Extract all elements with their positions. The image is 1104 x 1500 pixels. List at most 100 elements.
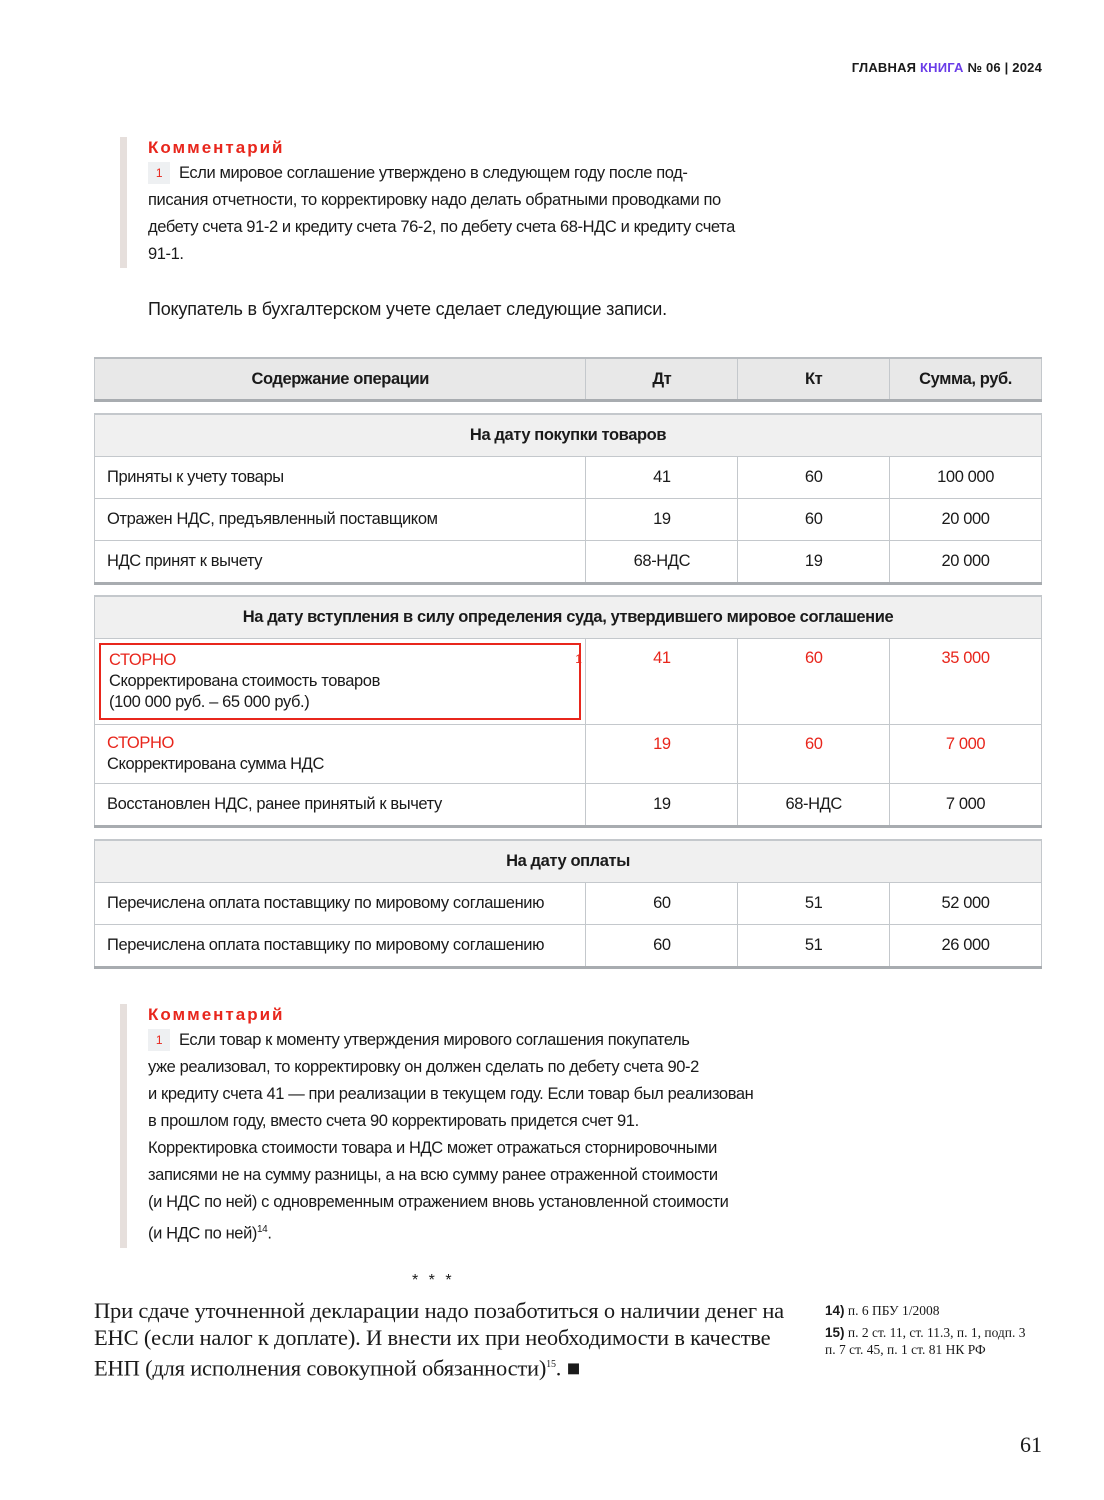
operation-cell: НДС принят к вычету — [93, 540, 587, 584]
comment-title: Комментарий — [148, 1005, 285, 1024]
table-section: На дату покупки товаров Приняты к учету т… — [93, 413, 1042, 585]
footnotes: 14) п. 6 ПБУ 1/2008 15) п. 2 ст. 11, ст.… — [825, 1302, 1035, 1358]
footnote-number: 14) — [825, 1303, 845, 1318]
operation-text: Скорректирована сумма НДС — [107, 755, 324, 773]
comment-line: записями не на сумму разницы, а на всю с… — [148, 1162, 788, 1189]
operation-text-detail: (100 000 руб. – 65 000 руб.) — [109, 693, 310, 711]
credit-cell: 60 — [737, 638, 891, 725]
footnote-ref: 14 — [256, 1224, 268, 1235]
comment-title: Комментарий — [148, 138, 285, 157]
sum-cell: 100 000 — [889, 456, 1042, 499]
comment-line: (и НДС по ней) с одновременным отражение… — [148, 1189, 788, 1216]
column-header-operation: Содержание операции — [93, 357, 587, 401]
credit-cell: 60 — [737, 498, 891, 541]
comment-line: уже реализовал, то корректировку он долж… — [148, 1054, 788, 1081]
comment-line: и кредиту счета 41 — при реализации в те… — [148, 1081, 788, 1108]
operation-cell: СТОРНО Скорректирована стоимость товаров (… — [93, 638, 587, 725]
footnote-15: 15) п. 2 ст. 11, ст. 11.3, п. 1, подп. 3… — [825, 1324, 1035, 1358]
credit-cell: 60 — [737, 456, 891, 499]
sum-cell: 52 000 — [889, 882, 1042, 925]
table-section: На дату оплаты Перечислена оплата поставщ… — [93, 839, 1042, 969]
comment-line-text: (и НДС по ней) — [148, 1224, 257, 1243]
section-title: На дату вступления в силу определения су… — [94, 595, 1042, 639]
debit-cell: 60 — [585, 924, 739, 968]
comment-body: Если мировое соглашение утверждено в сле… — [148, 164, 735, 263]
comment-line-text: уже реализовал, то корректировку он долж… — [148, 1058, 699, 1076]
comment-line: (и НДС по ней)14. — [148, 1224, 272, 1243]
masthead-title-accent: КНИГА — [920, 60, 964, 75]
credit-cell: 60 — [737, 724, 891, 784]
comment-line-text: Корректировка стоимости товара и НДС мож… — [148, 1139, 717, 1157]
table-row: СТОРНО Скорректирована сумма НДС 19 60 7 … — [93, 724, 1042, 784]
operation-cell: Отражен НДС, предъявленный поставщиком — [93, 498, 587, 541]
sum-cell: 7 000 — [889, 724, 1042, 784]
sum-cell: 7 000 — [889, 783, 1042, 827]
footnote-ref: 15 — [546, 1359, 556, 1370]
footnote-14: 14) п. 6 ПБУ 1/2008 — [825, 1302, 1035, 1319]
table-row: СТОРНО Скорректирована стоимость товаров (… — [93, 638, 1042, 725]
section-title: На дату покупки товаров — [94, 413, 1042, 457]
column-header-sum: Сумма, руб. — [889, 357, 1042, 401]
operation-cell: Восстановлен НДС, ранее принятый к вычет… — [93, 783, 587, 827]
footnote-number: 15) — [825, 1325, 845, 1340]
operation-cell: СТОРНО Скорректирована сумма НДС — [93, 724, 587, 784]
masthead-title: ГЛАВНАЯ — [851, 60, 917, 75]
column-header-debit: Дт — [585, 357, 739, 401]
debit-cell: 41 — [585, 456, 739, 499]
operation-text: Скорректирована стоимость товаров — [109, 672, 380, 690]
comment-line-text: записями не на сумму разницы, а на всю с… — [148, 1166, 718, 1184]
comment-number-badge: 1 — [148, 1029, 170, 1051]
masthead-issue: № 06 | 2024 — [967, 60, 1042, 75]
table-section: На дату вступления в силу определения су… — [93, 595, 1042, 828]
table-row: НДС принят к вычету 68-НДС 19 20 000 — [93, 540, 1042, 584]
end-mark: ■ — [566, 1355, 581, 1381]
comment-line-text: (и НДС по ней) с одновременным отражение… — [148, 1193, 729, 1211]
debit-cell: 19 — [585, 783, 739, 827]
comment-line-text: Если товар к моменту утверждения мировог… — [179, 1031, 690, 1049]
comment-text: 1 Если товар к моменту утверждения мирово… — [148, 1026, 788, 1248]
sum-cell: 35 000 — [889, 638, 1042, 725]
sum-cell: 20 000 — [889, 498, 1042, 541]
table-row: Отражен НДС, предъявленный поставщиком 1… — [93, 498, 1042, 541]
comment-box-1: Комментарий 1 Если мировое соглашение утв… — [120, 137, 738, 268]
comment-box-2: Комментарий 1 Если товар к моменту утверж… — [120, 1004, 788, 1248]
credit-cell: 51 — [737, 924, 891, 968]
footnote-text: п. 2 ст. 11, ст. 11.3, п. 1, подп. 3 п. … — [825, 1325, 1026, 1357]
comment-text: 1 Если мировое соглашение утверждено в сл… — [148, 159, 738, 268]
closing-paragraph: При сдаче уточненной декларации надо поз… — [94, 1298, 784, 1381]
footnote-text: п. 6 ПБУ 1/2008 — [847, 1303, 940, 1318]
operation-cell: Перечислена оплата поставщику по мировом… — [93, 924, 587, 968]
section-title: На дату оплаты — [94, 839, 1042, 883]
comment-number-badge: 1 — [148, 162, 170, 184]
masthead: ГЛАВНАЯ КНИГА № 06 | 2024 — [852, 60, 1042, 75]
comment-line: в прошлом году, вместо счета 90 корректи… — [148, 1108, 788, 1135]
debit-cell: 19 — [585, 498, 739, 541]
sum-cell: 26 000 — [889, 924, 1042, 968]
comment-line: Корректировка стоимости товара и НДС мож… — [148, 1135, 788, 1162]
comment-line-text: в прошлом году, вместо счета 90 корректи… — [148, 1112, 639, 1130]
table-header: Содержание операции Дт Кт Сумма, руб. — [93, 357, 1042, 402]
debit-cell: 19 — [585, 724, 739, 784]
credit-cell: 51 — [737, 882, 891, 925]
credit-cell: 68-НДС — [737, 783, 891, 827]
credit-cell: 19 — [737, 540, 891, 584]
comment-marker: 1 — [575, 652, 582, 666]
highlight-box: СТОРНО Скорректирована стоимость товаров (… — [99, 643, 582, 720]
table-row: Перечислена оплата поставщику по мировом… — [93, 924, 1042, 968]
sum-cell: 20 000 — [889, 540, 1042, 584]
debit-cell: 68-НДС — [585, 540, 739, 584]
comment-line-text: и кредиту счета 41 — при реализации в те… — [148, 1085, 754, 1103]
operation-cell: Перечислена оплата поставщику по мировом… — [93, 882, 587, 925]
intro-paragraph: Покупатель в бухгалтерском учете сделает… — [148, 299, 667, 319]
table-row: Восстановлен НДС, ранее принятый к вычет… — [93, 783, 1042, 827]
closing-text: При сдаче уточненной декларации надо поз… — [94, 1298, 784, 1381]
operation-cell: Приняты к учету товары — [93, 456, 587, 499]
page-number: 61 — [1020, 1432, 1042, 1457]
storno-label: СТОРНО — [107, 734, 174, 752]
table-row: Перечислена оплата поставщику по мировом… — [93, 882, 1042, 925]
section-divider: * * * — [412, 1272, 455, 1289]
comment-line: 1 Если товар к моменту утверждения мирово… — [148, 1027, 788, 1054]
column-header-credit: Кт — [737, 357, 891, 401]
debit-cell: 60 — [585, 882, 739, 925]
storno-label: СТОРНО — [109, 651, 176, 669]
